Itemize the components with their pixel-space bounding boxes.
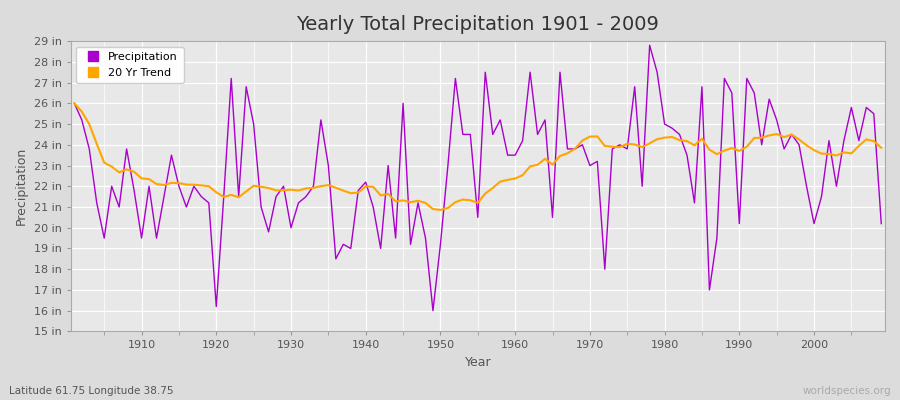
Title: Yearly Total Precipitation 1901 - 2009: Yearly Total Precipitation 1901 - 2009: [296, 15, 659, 34]
Y-axis label: Precipitation: Precipitation: [15, 147, 28, 225]
Text: Latitude 61.75 Longitude 38.75: Latitude 61.75 Longitude 38.75: [9, 386, 174, 396]
X-axis label: Year: Year: [464, 356, 491, 369]
Legend: Precipitation, 20 Yr Trend: Precipitation, 20 Yr Trend: [76, 47, 184, 83]
Text: worldspecies.org: worldspecies.org: [803, 386, 891, 396]
